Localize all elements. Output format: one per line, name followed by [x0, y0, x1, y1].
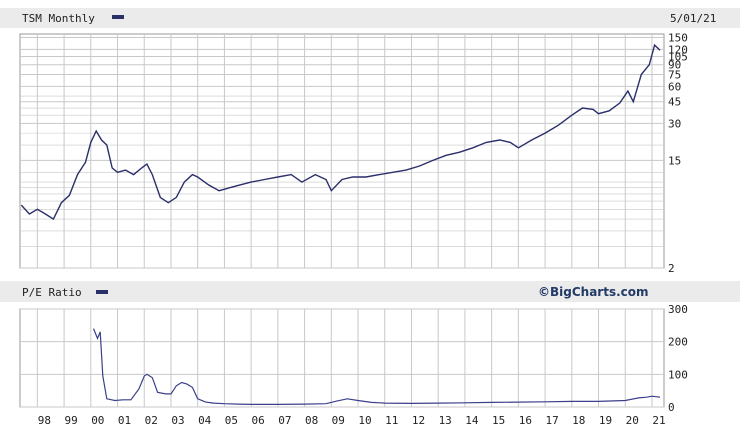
- x-tick-label: 12: [412, 414, 425, 427]
- pe-chart-title: P/E Ratio: [22, 286, 82, 299]
- pe-grid: [20, 308, 664, 408]
- x-tick-label: 09: [332, 414, 345, 427]
- pe-y-tick-label: 200: [668, 336, 688, 349]
- price-legend-swatch: [112, 15, 124, 19]
- x-tick-label: 13: [439, 414, 452, 427]
- x-tick-label: 99: [64, 414, 77, 427]
- x-tick-label: 14: [465, 414, 479, 427]
- pe-y-tick-label: 300: [668, 303, 688, 316]
- x-tick-label: 19: [599, 414, 612, 427]
- x-tick-label: 16: [519, 414, 532, 427]
- x-tick-label: 21: [652, 414, 665, 427]
- x-tick-label: 04: [198, 414, 212, 427]
- pe-panel-frame: [19, 308, 665, 408]
- x-tick-label: 01: [118, 414, 131, 427]
- top-title-group: TSM Monthly: [22, 12, 124, 25]
- price-y-tick-label: 75: [668, 68, 681, 81]
- price-y-tick-label: 45: [668, 96, 681, 109]
- x-tick-label: 03: [171, 414, 184, 427]
- price-y-tick-label: 15: [668, 154, 681, 167]
- price-y-tick-label: 2: [668, 262, 675, 275]
- x-tick-label: 08: [305, 414, 318, 427]
- x-tick-label: 02: [145, 414, 158, 427]
- price-y-tick-label: 60: [668, 80, 681, 93]
- price-grid: [20, 34, 664, 269]
- price-y-tick-label: 150: [668, 31, 688, 44]
- chart-date-label: 5/01/21: [670, 12, 716, 25]
- price-y-tick-label: 90: [668, 59, 681, 72]
- pe-y-tick-label: 0: [668, 401, 675, 414]
- price-series-line: [20, 43, 661, 221]
- lower-header-band: [0, 281, 740, 302]
- x-tick-label: 11: [385, 414, 398, 427]
- price-panel-frame: [19, 33, 665, 269]
- price-chart-title: TSM Monthly: [22, 12, 95, 25]
- x-tick-label: 17: [545, 414, 558, 427]
- x-tick-label: 06: [252, 414, 265, 427]
- x-tick-label: 07: [278, 414, 291, 427]
- x-axis: 98 99 00 01 02 03 04 05 06 07 08 09 10 11 12 13 14 15 16 17…: [38, 414, 666, 427]
- bigcharts-brand: ©BigCharts.com: [538, 285, 649, 299]
- price-y-tick-label: 105: [668, 50, 688, 63]
- x-tick-label: 05: [225, 414, 238, 427]
- x-tick-label: 20: [626, 414, 639, 427]
- pe-legend-swatch: [96, 290, 108, 294]
- pe-series-line: [92, 328, 661, 405]
- pe-y-axis: 300 200 100 0: [668, 303, 688, 414]
- price-y-tick-label: 30: [668, 117, 681, 130]
- price-y-tick-label: 120: [668, 43, 688, 56]
- x-tick-label: 15: [492, 414, 505, 427]
- x-tick-label: 10: [358, 414, 371, 427]
- x-tick-label: 00: [91, 414, 104, 427]
- top-header-band: [0, 8, 740, 28]
- x-tick-label: 98: [38, 414, 51, 427]
- x-tick-label: 18: [572, 414, 585, 427]
- pe-y-tick-label: 100: [668, 368, 688, 381]
